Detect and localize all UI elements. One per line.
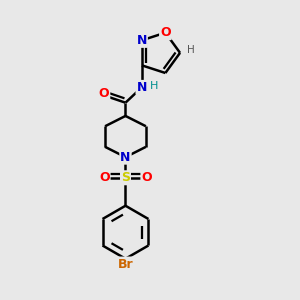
- Text: N: N: [120, 151, 131, 164]
- Text: O: O: [160, 26, 171, 39]
- Text: O: O: [141, 171, 152, 184]
- Text: Br: Br: [118, 257, 133, 271]
- Text: H: H: [150, 81, 158, 91]
- Text: H: H: [187, 45, 194, 55]
- Text: O: O: [99, 171, 110, 184]
- Text: O: O: [99, 87, 109, 101]
- Text: N: N: [136, 81, 147, 94]
- Text: N: N: [136, 34, 147, 47]
- Text: S: S: [121, 171, 130, 184]
